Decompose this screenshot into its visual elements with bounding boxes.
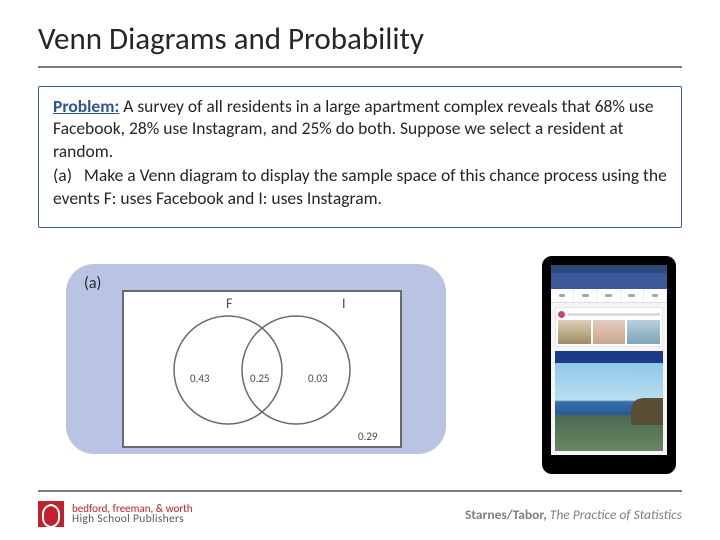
venn-value-mid: 0.25 (250, 372, 270, 385)
answer-part-label: (a) (84, 274, 101, 293)
attribution-authors: Starnes/Tabor, (465, 506, 547, 523)
phone-tab (621, 289, 644, 302)
publisher-name-bottom: High School Publishers (72, 514, 193, 526)
phone-app-header (551, 273, 667, 289)
problem-item-a: (a) Make a Venn diagram to display the s… (53, 164, 667, 209)
phone-tab (551, 289, 574, 302)
phone-navbar (551, 455, 667, 465)
venn-value-right: 0.03 (308, 372, 328, 385)
venn-container: F I 0.43 0.25 0.03 0.29 (122, 290, 402, 448)
phone-card (555, 307, 663, 347)
phone-mockup (542, 256, 676, 474)
attribution-book: The Practice of Statistics (550, 506, 682, 523)
phone-statusbar (551, 265, 667, 273)
slide-root: Venn Diagrams and Probability Problem: A… (0, 0, 720, 540)
phone-tab (574, 289, 597, 302)
answer-area: (a) F I 0.43 0.25 0.03 0.29 (66, 264, 446, 454)
phone-tab (597, 289, 620, 302)
publisher-block: bedford, freeman, & worth High School Pu… (38, 501, 193, 527)
venn-value-outside: 0.29 (358, 430, 378, 443)
phone-tabs (551, 289, 667, 303)
phone-banner (555, 351, 663, 363)
venn-label-i: I (342, 295, 346, 312)
venn-value-left: 0.43 (190, 372, 210, 385)
phone-feed (551, 303, 667, 455)
phone-hero-image (555, 363, 663, 451)
attribution: Starnes/Tabor, The Practice of Statistic… (465, 506, 682, 523)
problem-text-1: A survey of all residents in a large apa… (53, 95, 654, 162)
venn-circle-f (174, 316, 282, 424)
thumb-icon (593, 320, 626, 344)
venn-diagram: F I 0.43 0.25 0.03 0.29 (124, 292, 404, 450)
problem-box: Problem: A survey of all residents in a … (38, 86, 682, 228)
phone-screen (551, 265, 667, 465)
thumb-icon (558, 320, 591, 344)
phone-tab (644, 289, 667, 302)
problem-label: Problem: (53, 95, 119, 117)
thumb-icon (627, 320, 660, 344)
publisher-logo-icon (38, 501, 64, 527)
footer: bedford, freeman, & worth High School Pu… (38, 490, 682, 530)
venn-circle-i (242, 316, 350, 424)
slide-title: Venn Diagrams and Probability (38, 20, 682, 68)
venn-label-f: F (226, 295, 233, 312)
